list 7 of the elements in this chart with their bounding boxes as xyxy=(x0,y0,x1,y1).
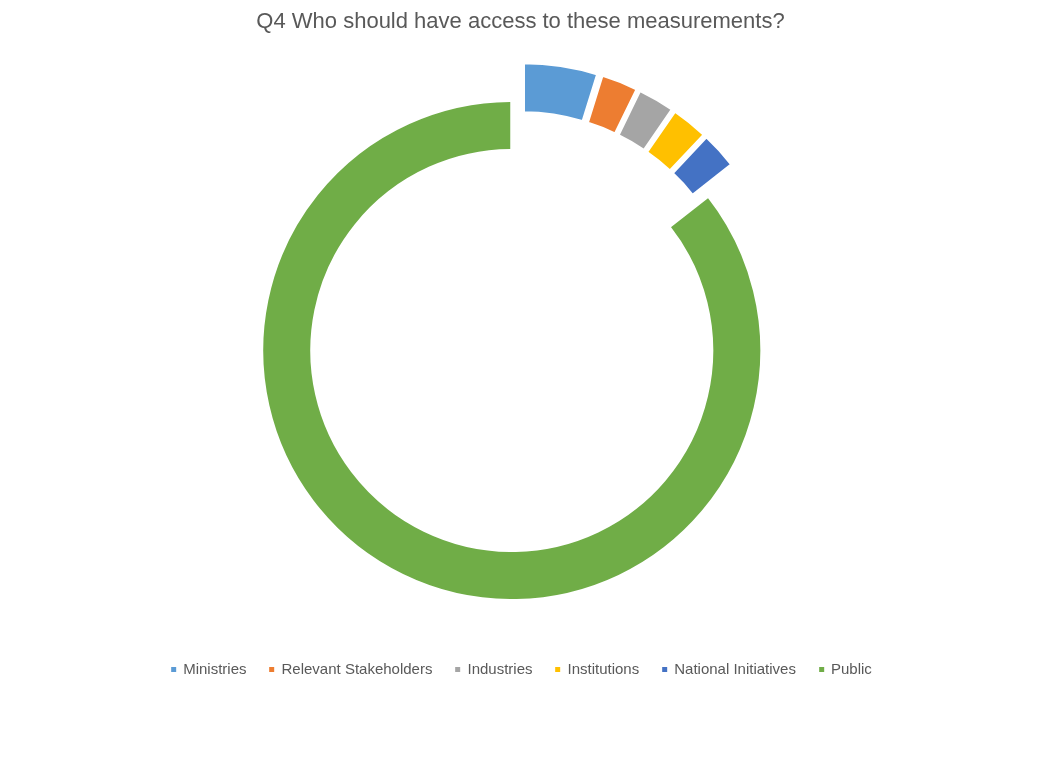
legend-label: Institutions xyxy=(567,660,640,677)
legend-label: Industries xyxy=(467,660,533,677)
legend-label: Relevant Stakeholders xyxy=(281,660,433,677)
chart-title: Q4 Who should have access to these measurements? xyxy=(256,7,785,33)
legend-label: Public xyxy=(830,660,872,677)
legend-label: Ministries xyxy=(183,660,247,677)
legend-label: National Initiatives xyxy=(674,660,796,677)
